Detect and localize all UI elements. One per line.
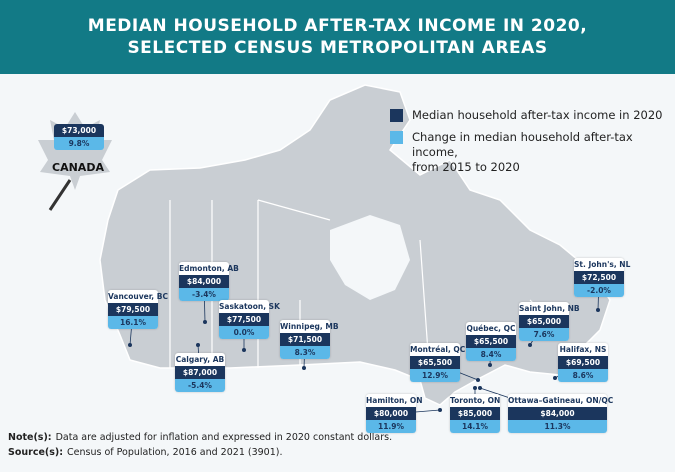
legend-label: from 2015 to 2020 — [412, 160, 520, 174]
change: 9.8% — [54, 137, 104, 150]
city-callout: Halifax, NS $69,500 8.6% — [558, 343, 608, 382]
city-callout: Montréal, QC $65,500 12.9% — [410, 343, 466, 382]
income: $69,500 — [558, 356, 608, 369]
change: 0.0% — [219, 326, 269, 339]
income: $65,000 — [519, 315, 569, 328]
note-text: Data are adjusted for inflation and expr… — [55, 432, 393, 443]
city-dot — [528, 343, 532, 347]
income: $79,500 — [108, 303, 158, 316]
income: $84,000 — [179, 275, 229, 288]
city-name: Hamilton, ON — [366, 396, 423, 405]
income: $77,500 — [219, 313, 269, 326]
title-line: SELECTED CENSUS METROPOLITAN AREAS — [127, 38, 548, 58]
city-callout: St. John's, NL $72,500 -2.0% — [574, 258, 631, 297]
income: $80,000 — [366, 407, 416, 420]
header: MEDIAN HOUSEHOLD AFTER-TAX INCOME IN 202… — [0, 0, 675, 74]
city-name: Edmonton, AB — [179, 264, 239, 273]
legend-label: Median household after-tax income in 202… — [412, 108, 663, 122]
city-callout: Edmonton, AB $84,000 -3.4% — [179, 262, 239, 301]
national-callout: $73,000 9.8% — [54, 124, 104, 150]
city-callout: Winnipeg, MB $71,500 8.3% — [280, 320, 339, 359]
income: $84,000 — [508, 407, 607, 420]
income: $87,000 — [175, 366, 225, 379]
change: 12.9% — [410, 369, 460, 382]
city-name: Québec, QC — [466, 324, 516, 333]
change: 11.3% — [508, 420, 607, 433]
city-name: Winnipeg, MB — [280, 322, 339, 331]
city-callout: Calgary, AB $87,000 -5.4% — [175, 353, 225, 392]
note-label: Note(s): — [8, 432, 52, 443]
note: Source(s): Census of Population, 2016 and… — [8, 447, 283, 458]
city-dot — [302, 366, 306, 370]
income: $71,500 — [280, 333, 330, 346]
legend-swatch — [390, 109, 403, 122]
city-dot — [596, 308, 600, 312]
city-callout: Saint John, NB $65,000 7.6% — [519, 302, 580, 341]
title-line: MEDIAN HOUSEHOLD AFTER-TAX INCOME IN 202… — [87, 16, 588, 36]
note-text: Census of Population, 2016 and 2021 (390… — [67, 447, 283, 458]
city-dot — [488, 363, 492, 367]
change: 8.3% — [280, 346, 330, 359]
leaf-stem — [48, 179, 72, 211]
change: 7.6% — [519, 328, 569, 341]
change: 8.4% — [466, 348, 516, 361]
city-dot — [203, 320, 207, 324]
city-callout: Vancouver, BC $79,500 16.1% — [108, 290, 168, 329]
city-name: Halifax, NS — [559, 345, 607, 354]
change: 14.1% — [450, 420, 500, 433]
city-name: Saint John, NB — [519, 304, 580, 313]
city-callout: Québec, QC $65,500 8.4% — [466, 322, 516, 361]
city-name: Toronto, ON — [450, 396, 501, 405]
city-dot — [128, 343, 132, 347]
city-name: Ottawa–Gatineau, ON/QC — [508, 396, 614, 405]
change: 8.6% — [558, 369, 608, 382]
national-name: CANADA — [52, 161, 104, 174]
city-dot — [242, 348, 246, 352]
city-dot — [478, 386, 482, 390]
income: $73,000 — [54, 124, 104, 137]
city-name: St. John's, NL — [574, 260, 631, 269]
note-label: Source(s): — [8, 447, 64, 458]
change: 11.9% — [366, 420, 416, 433]
legend-label: Change in median household after-tax inc… — [412, 130, 633, 159]
city-dot — [438, 408, 442, 412]
income: $72,500 — [574, 271, 624, 284]
change: 16.1% — [108, 316, 158, 329]
legend-item: Median household after-tax income in 202… — [390, 108, 662, 123]
city-name: Saskatoon, SK — [219, 302, 280, 311]
note: Note(s): Data are adjusted for inflation … — [8, 432, 392, 443]
income: $65,500 — [466, 335, 516, 348]
change: -5.4% — [175, 379, 225, 392]
legend-swatch — [390, 131, 403, 144]
city-dot — [476, 378, 480, 382]
city-callout: Ottawa–Gatineau, ON/QC $84,000 11.3% — [508, 394, 614, 433]
legend-item: Change in median household after-tax inc… — [390, 130, 675, 175]
city-dot — [473, 386, 477, 390]
city-name: Montréal, QC — [410, 345, 466, 354]
city-callout: Saskatoon, SK $77,500 0.0% — [219, 300, 280, 339]
income: $85,000 — [450, 407, 500, 420]
city-callout: Hamilton, ON $80,000 11.9% — [366, 394, 423, 433]
hudson-bay — [330, 215, 410, 300]
city-dot — [553, 376, 557, 380]
city-name: Calgary, AB — [175, 355, 225, 364]
city-callout: Toronto, ON $85,000 14.1% — [450, 394, 500, 433]
change: -2.0% — [574, 284, 624, 297]
city-dot — [196, 343, 200, 347]
change: -3.4% — [179, 288, 229, 301]
city-name: Vancouver, BC — [108, 292, 168, 301]
income: $65,500 — [410, 356, 460, 369]
